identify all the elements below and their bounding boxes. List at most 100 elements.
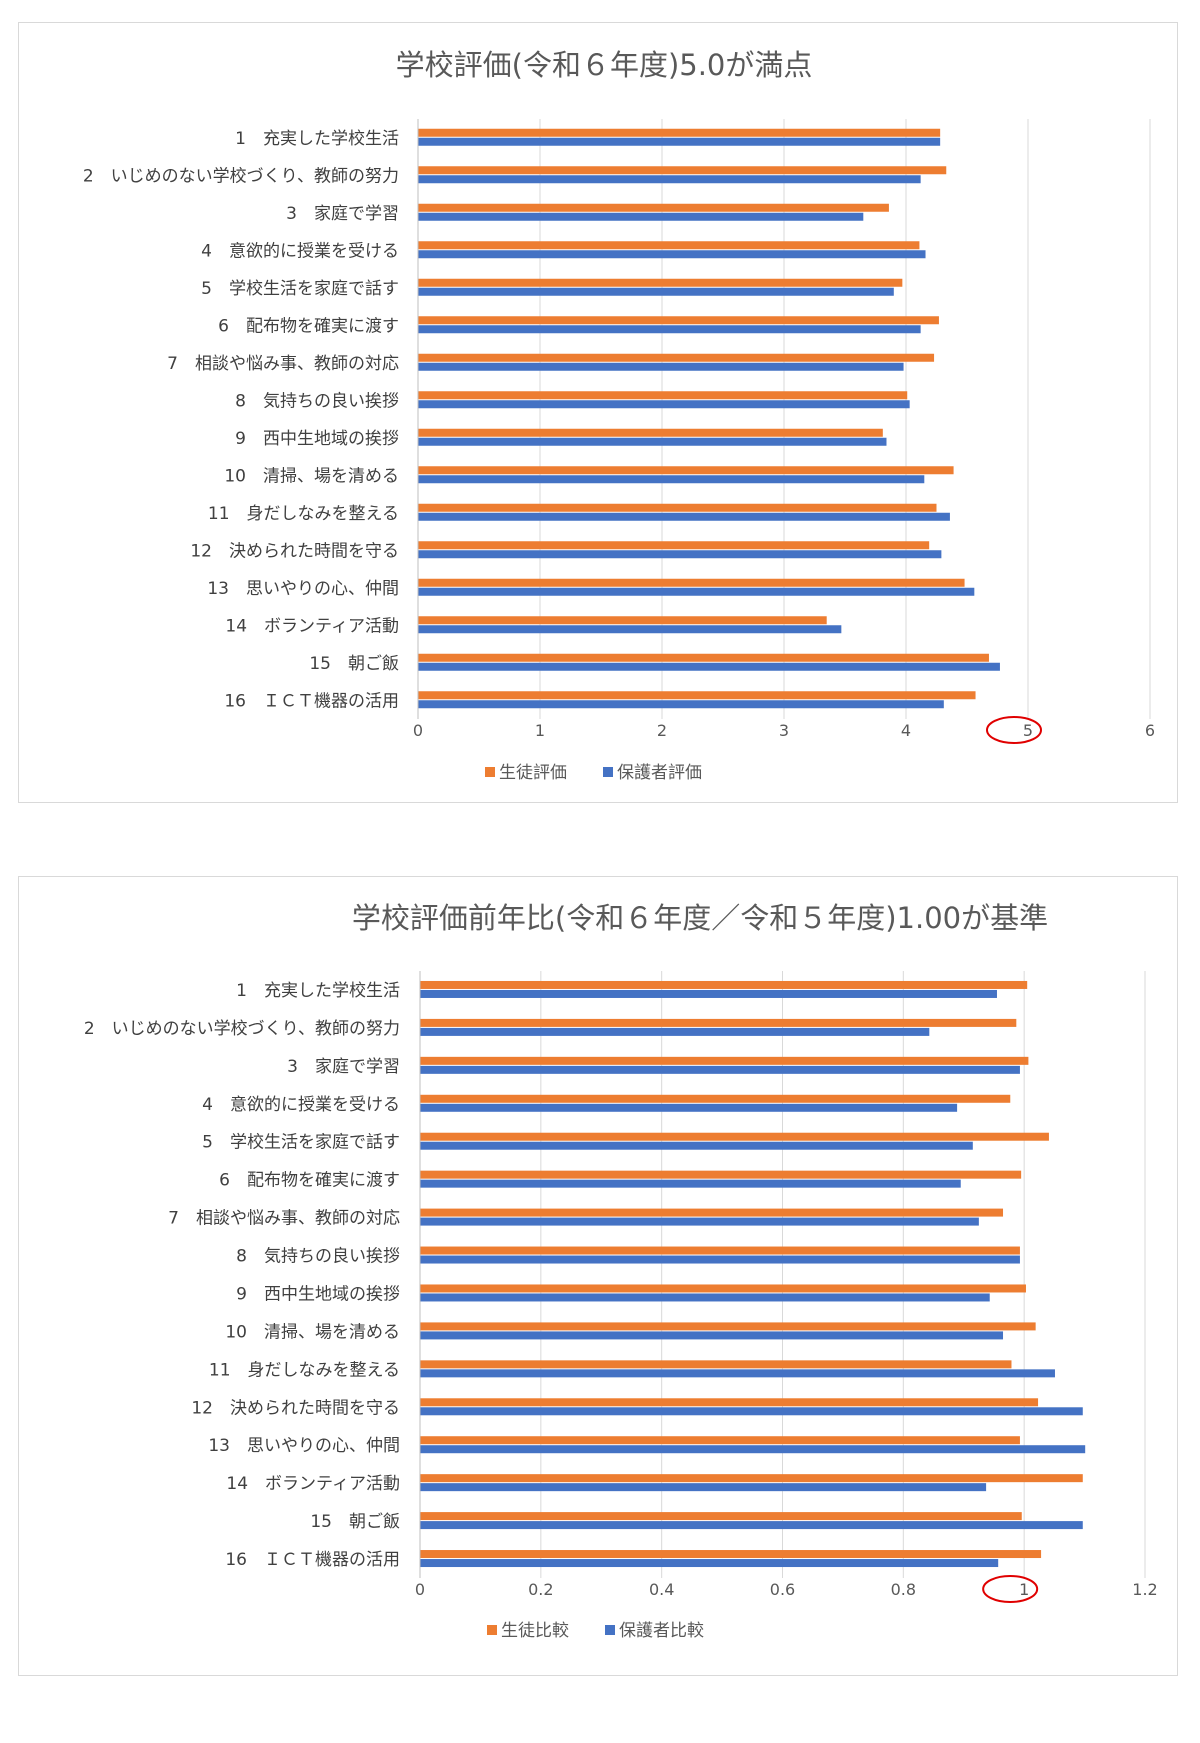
x-tick-label: 2 [657,721,667,740]
bar-student [420,1436,1020,1445]
x-tick-label: 0.8 [891,1580,916,1599]
x-tick-label: 0.6 [770,1580,795,1599]
category-label: 8 気持ちの良い挨拶 [235,391,399,411]
bar-student [418,428,883,437]
bar-student [418,653,989,662]
x-tick-label: 6 [1145,721,1155,740]
bar-student [418,128,941,137]
chart-2024-scores: 学校評価(令和６年度)5.0が満点 1 充実した学校生活 2 いじめのない学校づくり… [83,48,1155,783]
bar-student [418,241,920,250]
bar-parent [418,437,887,446]
category-label: 1 充実した学校生活 [236,981,400,1001]
bar-parent [418,212,864,221]
chart-yoy-ratio: 学校評価前年比(令和６年度／令和５年度)1.00が基準 1 充実した学校生活 2 い… [84,901,1158,1641]
bar-parent [418,175,921,184]
bar-student [418,691,976,700]
legend-swatch [603,767,613,777]
bar-parent [420,1027,930,1036]
legend-label: 生徒比較 [501,1621,569,1641]
category-label: 15 朝ご飯 [310,1512,400,1532]
bar-parent [418,400,910,409]
legend-label: 保護者比較 [619,1621,704,1641]
bar-student [420,1094,1011,1103]
bar-student [420,1132,1049,1141]
x-tick-label: 3 [779,721,789,740]
bar-student [420,1018,1017,1027]
bar-student [420,1322,1036,1331]
category-label: 15 朝ご飯 [309,654,399,674]
x-tick-label: 0 [413,721,423,740]
x-tick-label: 5 [1023,721,1033,740]
bar-student [420,1208,1004,1217]
bar-parent [418,250,926,259]
x-tick-label: 0 [415,1580,425,1599]
category-label: 16 ＩＣＴ機器の活用 [224,691,399,711]
legend-label: 生徒評価 [499,763,567,783]
category-label: 3 家庭で学習 [286,204,399,224]
category-label: 14 ボランティア活動 [225,616,399,636]
chart-title: 学校評価前年比(令和６年度／令和５年度)1.00が基準 [352,901,1048,935]
bar-student [418,616,827,625]
legend-swatch [485,767,495,777]
bar-parent [420,1217,979,1226]
category-label: 3 家庭で学習 [287,1057,400,1077]
bar-parent [418,512,950,521]
bar-parent [420,1141,973,1150]
category-label: 1 充実した学校生活 [235,129,399,149]
category-label: 10 清掃、場を清める [225,1322,400,1342]
bar-student [418,353,935,362]
bar-parent [420,1407,1083,1416]
bar-parent [420,1559,999,1568]
legend-label: 保護者評価 [617,763,702,783]
bar-parent [420,1369,1055,1378]
category-label: 13 思いやりの心、仲間 [208,1436,400,1456]
bar-parent [420,1065,1020,1074]
bar-student [420,1474,1083,1483]
category-label: 5 学校生活を家庭で話す [202,1133,400,1153]
bar-parent [420,1483,987,1492]
category-label: 6 配布物を確実に渡す [219,1171,400,1191]
bar-parent [420,989,997,998]
category-label: 13 思いやりの心、仲間 [207,579,399,599]
bar-student [420,1284,1026,1293]
category-label: 9 西中生地域の挨拶 [236,1284,400,1304]
category-label: 10 清掃、場を清める [224,466,399,486]
category-label: 11 身だしなみを整える [208,504,399,524]
bar-student [418,541,930,550]
legend-swatch [487,1625,497,1635]
bar-parent [420,1331,1004,1340]
category-label: 5 学校生活を家庭で話す [201,279,399,299]
category-label: 2 いじめのない学校づくり、教師の努力 [83,166,399,186]
bar-parent [418,625,842,634]
category-label: 4 意欲的に授業を受ける [202,1095,400,1115]
chart-panel-yoy-ratio: 学校評価前年比(令和６年度／令和５年度)1.00が基準 1 充実した学校生活 2 い… [18,876,1178,1676]
x-tick-label: 4 [901,721,911,740]
bar-student [418,316,939,325]
bar-student [420,1246,1020,1255]
category-label: 12 決められた時間を守る [191,1398,400,1418]
bar-student [418,391,908,400]
bar-student [418,578,965,587]
bar-parent [418,325,921,334]
chart-title: 学校評価(令和６年度)5.0が満点 [396,48,813,82]
bar-parent [418,662,1000,671]
bar-student [420,1056,1029,1065]
bar-student [418,166,947,175]
bar-student [420,1360,1012,1369]
category-label: 6 配布物を確実に渡す [218,316,399,336]
bar-student [420,980,1028,989]
bar-parent [418,362,904,371]
bar-student [420,1398,1039,1407]
category-label: 2 いじめのない学校づくり、教師の努力 [84,1019,400,1039]
bar-student [418,203,889,212]
category-label: 7 相談や悩み事、教師の対応 [167,354,399,374]
bar-student [420,1512,1022,1521]
bar-student [418,466,954,475]
bar-parent [418,550,942,559]
x-tick-label: 1.2 [1132,1580,1157,1599]
bar-parent [418,137,941,146]
bar-parent [420,1179,961,1188]
category-label: 7 相談や悩み事、教師の対応 [168,1209,400,1229]
category-label: 8 気持ちの良い挨拶 [236,1247,400,1267]
category-label: 4 意欲的に授業を受ける [201,241,399,261]
